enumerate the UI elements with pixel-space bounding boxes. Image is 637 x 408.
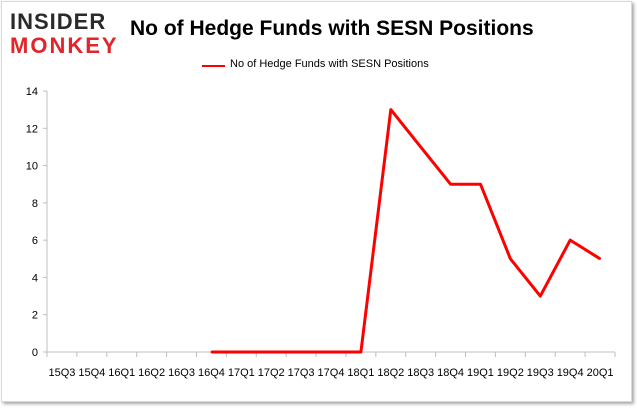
chart-frame: INSIDER MONKEY No of Hedge Funds with SE… [1,1,632,402]
x-tick-label: 15Q4 [78,367,105,379]
x-tick-label: 17Q2 [258,367,285,379]
x-tick-label: 17Q4 [318,367,345,379]
logo-line-1: INSIDER [10,9,107,34]
data-point [330,351,332,353]
data-point [509,257,512,260]
y-tick-label: 0 [32,347,38,359]
data-point [539,295,542,298]
x-tick-label: 16Q3 [168,367,195,379]
legend-swatch [202,65,225,67]
series-line [211,108,601,354]
data-point [210,351,213,353]
x-tick-label: 17Q3 [288,367,315,379]
x-tick-label: 18Q3 [407,367,434,379]
data-point [389,108,392,111]
x-tick-label: 20Q1 [587,367,614,379]
x-tick-label: 18Q2 [377,367,404,379]
insider-monkey-logo: INSIDER MONKEY [10,9,122,59]
x-tick-label: 18Q4 [437,367,464,379]
logo-line-2: MONKEY [10,33,119,58]
x-tick-label: 18Q1 [347,367,374,379]
y-tick-label: 8 [32,198,38,210]
x-tick-label: 19Q3 [527,367,554,379]
data-point [419,145,422,148]
x-tick-label: 19Q4 [557,367,584,379]
data-point [300,351,303,353]
data-point [240,351,243,353]
y-tick-label: 4 [32,272,38,284]
legend-label: No of Hedge Funds with SESN Positions [230,58,429,70]
y-tick-label: 12 [26,123,38,135]
x-tick-label: 16Q4 [198,367,225,379]
x-tick-label: 15Q3 [48,367,75,379]
data-point [270,351,273,353]
x-tick-label: 16Q1 [108,367,135,379]
data-point [359,351,362,353]
data-point [569,239,572,242]
data-point [599,257,602,260]
x-tick-label: 17Q1 [228,367,255,379]
x-tick-label: 19Q2 [497,367,524,379]
data-point [449,183,452,186]
chart-title: No of Hedge Funds with SESN Positions [130,17,534,40]
x-tick-label: 16Q2 [138,367,165,379]
y-tick-label: 2 [32,310,38,322]
x-tick-label: 19Q1 [467,367,494,379]
y-tick-label: 10 [26,161,38,173]
y-tick-label: 14 [26,86,38,98]
y-tick-label: 6 [32,235,38,247]
data-point [479,183,482,186]
